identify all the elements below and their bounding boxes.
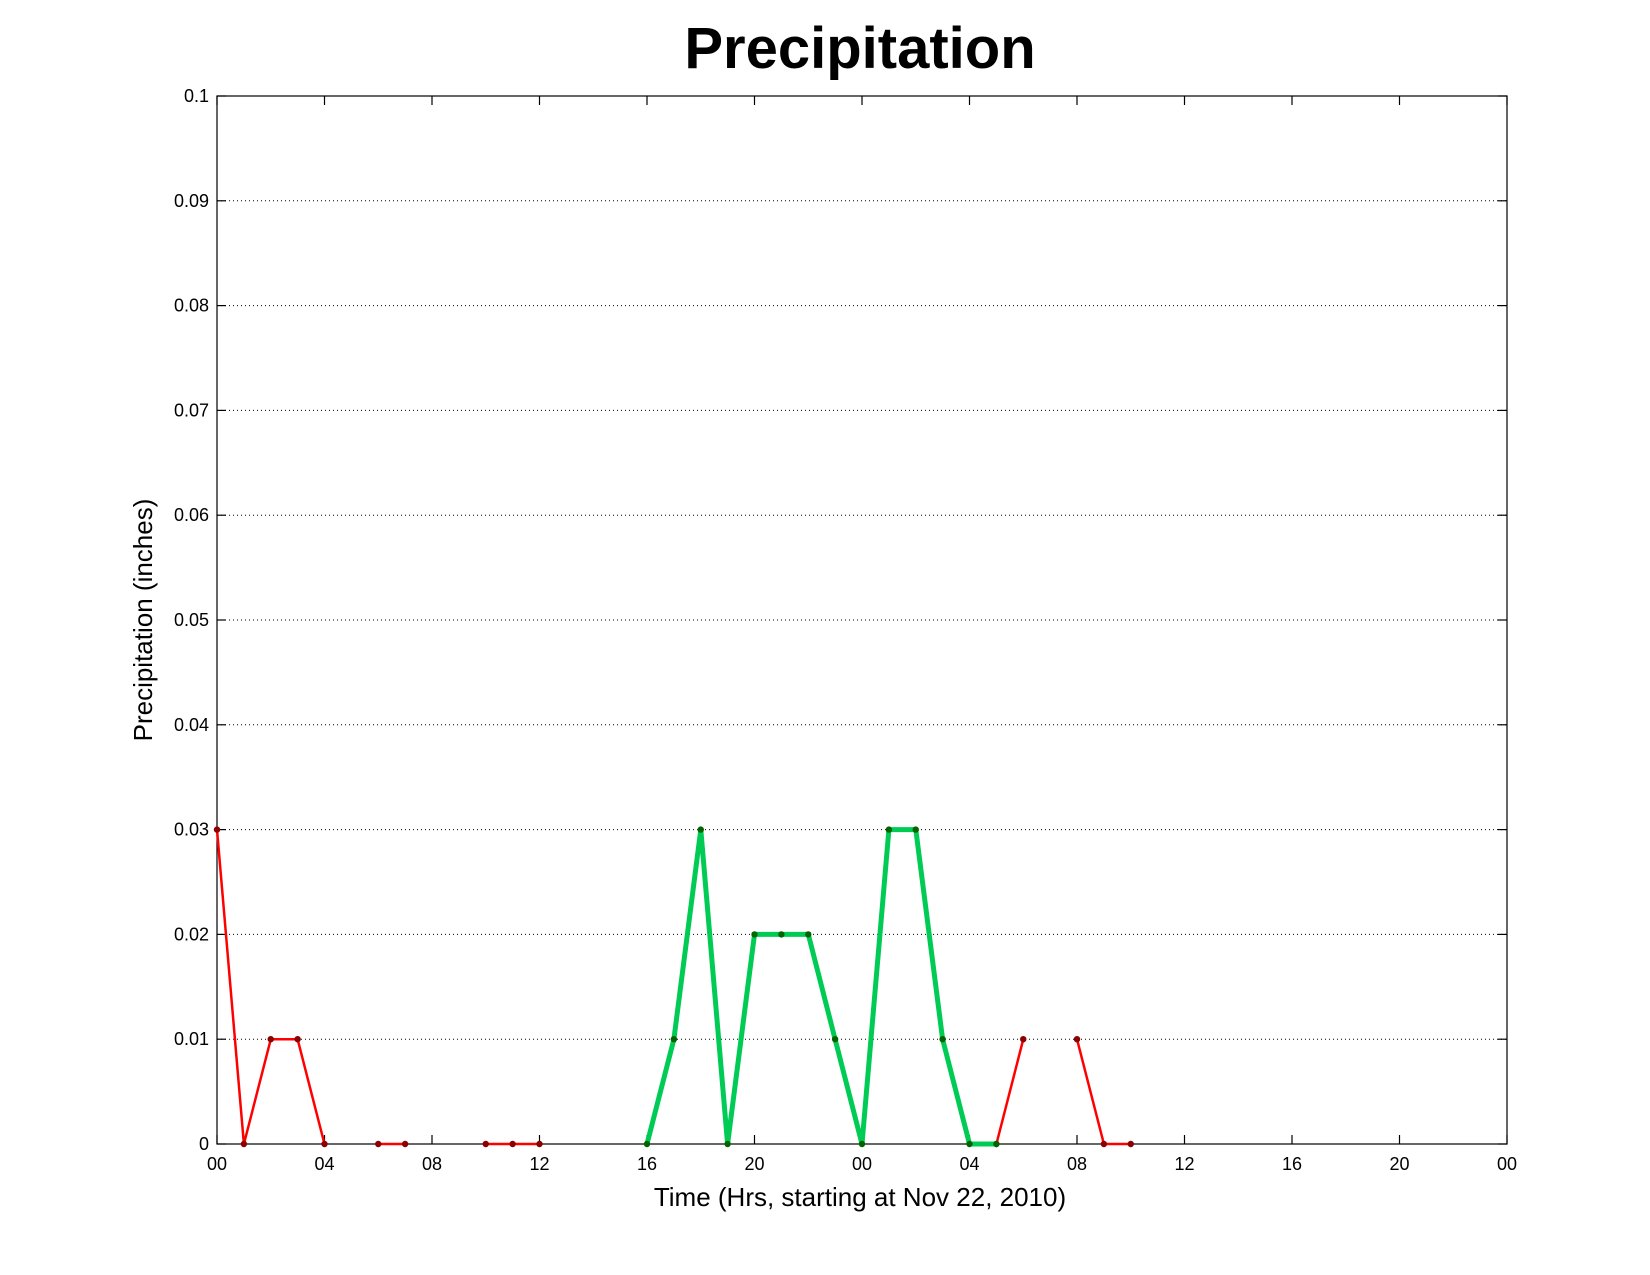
x-tick-label: 08: [1067, 1154, 1087, 1174]
data-point: [831, 1036, 839, 1043]
x-tick-label: 12: [1174, 1154, 1194, 1174]
data-point: [509, 1140, 516, 1148]
x-tick-label: 04: [314, 1154, 334, 1174]
data-point: [294, 1036, 301, 1043]
data-point: [805, 931, 812, 938]
x-tick-label: 16: [1282, 1154, 1302, 1174]
series-line: [644, 827, 997, 1147]
y-tick-label: 0.06: [174, 505, 209, 525]
data-point: [401, 1140, 409, 1148]
chart-title: Precipitation: [684, 16, 1035, 81]
data-point: [643, 1140, 651, 1148]
data-point: [536, 1140, 543, 1148]
data-point: [858, 1140, 866, 1148]
series-line: [995, 1038, 1025, 1145]
series-1: [643, 826, 1000, 1148]
data-point: [1073, 1036, 1081, 1043]
data-point: [912, 826, 919, 833]
y-tick-label: 0.01: [174, 1029, 209, 1049]
data-point: [670, 1036, 678, 1043]
gridlines: [217, 200, 1507, 1040]
data-point: [993, 1140, 1000, 1148]
data-series: [213, 826, 1134, 1148]
data-point: [778, 931, 785, 938]
data-point: [482, 1140, 489, 1148]
axis-ticks: 0 0.01 0.02 0.03 0.04 0.05 0.06 0.07 0.08 0.09 0.1…: [174, 86, 1517, 1174]
x-tick-label: 04: [959, 1154, 979, 1174]
data-point: [375, 1140, 382, 1148]
x-axis-label: Time (Hrs, starting at Nov 22, 2010): [654, 1182, 1066, 1212]
series-0: [213, 826, 1134, 1148]
data-point: [1127, 1140, 1134, 1148]
x-tick-label: 00: [207, 1154, 227, 1174]
data-point: [697, 826, 704, 833]
y-tick-label: 0: [199, 1134, 209, 1154]
x-tick-label: 20: [1389, 1154, 1409, 1174]
data-point: [724, 1140, 731, 1148]
x-tick-label: 00: [1497, 1154, 1517, 1174]
y-tick-label: 0.1: [184, 86, 209, 106]
y-tick-label: 0.02: [174, 924, 209, 944]
data-point: [751, 931, 758, 938]
data-point: [321, 1140, 328, 1148]
x-tick-label: 00: [852, 1154, 872, 1174]
data-point: [939, 1036, 946, 1043]
y-axis-label: Precipitation (inches): [128, 499, 158, 742]
data-point: [1020, 1036, 1027, 1043]
data-point: [240, 1140, 248, 1148]
y-tick-label: 0.08: [174, 296, 209, 316]
x-tick-label: 12: [529, 1154, 549, 1174]
data-point: [885, 826, 893, 833]
y-tick-label: 0.09: [174, 191, 209, 211]
y-tick-label: 0.05: [174, 610, 209, 630]
data-point: [966, 1140, 973, 1148]
x-tick-label: 16: [637, 1154, 657, 1174]
data-point: [1100, 1140, 1108, 1148]
y-tick-label: 0.03: [174, 820, 209, 840]
x-tick-label: 08: [422, 1154, 442, 1174]
data-point: [267, 1036, 274, 1043]
data-point: [213, 826, 221, 833]
x-tick-label: 20: [744, 1154, 764, 1174]
y-tick-label: 0.04: [174, 715, 209, 735]
y-tick-label: 0.07: [174, 400, 209, 420]
